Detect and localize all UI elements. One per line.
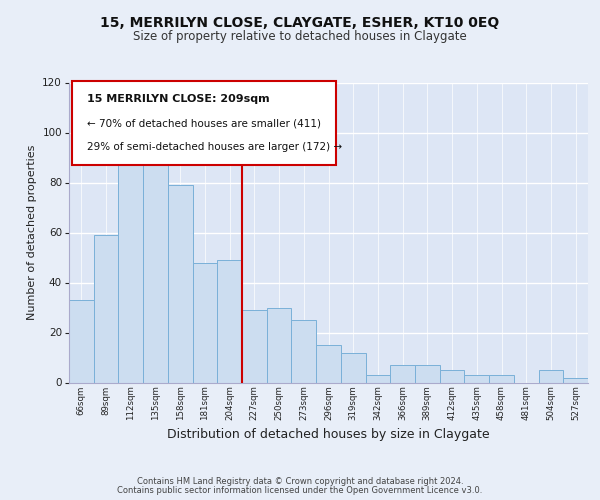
Bar <box>242 310 267 382</box>
Bar <box>94 235 118 382</box>
Bar <box>292 320 316 382</box>
Bar <box>341 352 365 382</box>
Bar <box>316 345 341 383</box>
Text: Size of property relative to detached houses in Claygate: Size of property relative to detached ho… <box>133 30 467 43</box>
Text: Contains HM Land Registry data © Crown copyright and database right 2024.: Contains HM Land Registry data © Crown c… <box>137 477 463 486</box>
FancyBboxPatch shape <box>71 81 336 165</box>
Text: 15 MERRILYN CLOSE: 209sqm: 15 MERRILYN CLOSE: 209sqm <box>87 94 270 104</box>
Y-axis label: Number of detached properties: Number of detached properties <box>27 145 37 320</box>
Bar <box>563 378 588 382</box>
Bar <box>193 262 217 382</box>
Bar <box>143 145 168 382</box>
Bar <box>168 185 193 382</box>
Bar <box>267 308 292 382</box>
Bar <box>539 370 563 382</box>
Text: 15, MERRILYN CLOSE, CLAYGATE, ESHER, KT10 0EQ: 15, MERRILYN CLOSE, CLAYGATE, ESHER, KT1… <box>100 16 500 30</box>
Bar <box>390 365 415 382</box>
Bar <box>464 375 489 382</box>
Bar <box>415 365 440 382</box>
Bar <box>489 375 514 382</box>
X-axis label: Distribution of detached houses by size in Claygate: Distribution of detached houses by size … <box>167 428 490 442</box>
Bar <box>440 370 464 382</box>
Bar <box>118 160 143 382</box>
Bar <box>69 300 94 382</box>
Text: Contains public sector information licensed under the Open Government Licence v3: Contains public sector information licen… <box>118 486 482 495</box>
Text: ← 70% of detached houses are smaller (411): ← 70% of detached houses are smaller (41… <box>87 118 321 128</box>
Text: 29% of semi-detached houses are larger (172) →: 29% of semi-detached houses are larger (… <box>87 142 342 152</box>
Bar <box>365 375 390 382</box>
Bar <box>217 260 242 382</box>
